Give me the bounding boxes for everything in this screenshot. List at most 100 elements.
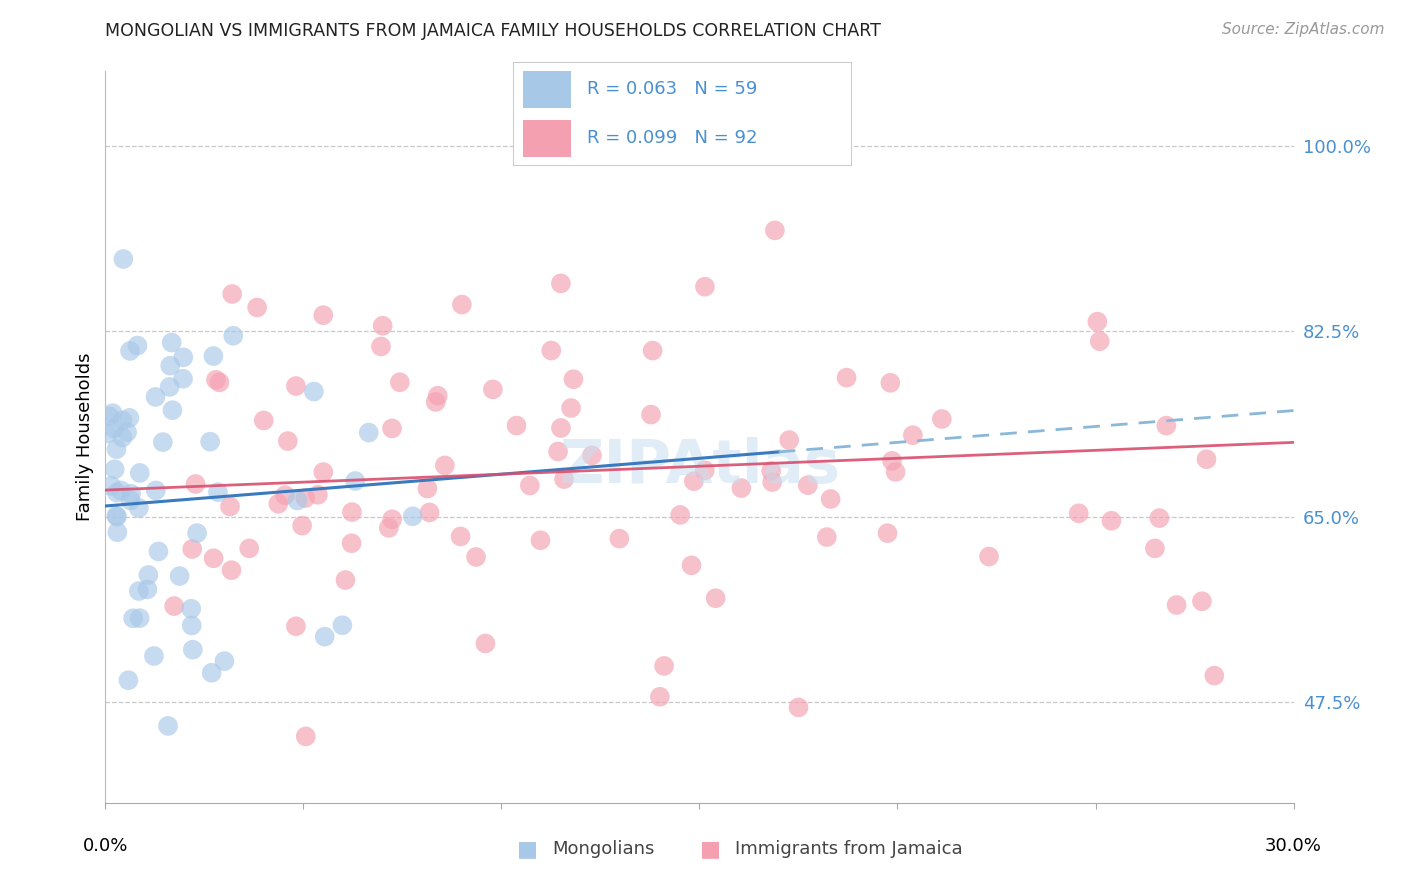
Point [138, 568, 160, 582]
Point [159, 380, 181, 394]
Point [172, 351, 194, 365]
Point [104, 462, 127, 476]
Point [1156, 418, 1178, 433]
Point [105, 525, 128, 540]
Point [105, 485, 128, 500]
Point [682, 474, 704, 488]
Point [416, 482, 439, 496]
Point [761, 475, 783, 489]
Point [1191, 594, 1213, 608]
Point [1143, 541, 1166, 556]
Point [820, 491, 842, 506]
Point [880, 454, 903, 468]
Point [180, 601, 202, 615]
Point [105, 508, 128, 523]
Point [128, 611, 150, 625]
Point [357, 425, 380, 440]
Point [778, 433, 800, 447]
Point [117, 673, 139, 688]
Point [205, 373, 228, 387]
Point [540, 343, 562, 358]
Y-axis label: Family Households: Family Households [76, 353, 94, 521]
Point [111, 413, 134, 427]
Point [163, 599, 186, 613]
Point [648, 690, 671, 704]
Point [730, 481, 752, 495]
Point [433, 458, 456, 473]
Point [157, 719, 180, 733]
Point [122, 611, 145, 625]
Point [1166, 598, 1188, 612]
Point [425, 395, 447, 409]
Point [340, 505, 363, 519]
Point [370, 339, 392, 353]
Point [105, 442, 128, 457]
Text: R = 0.063   N = 59: R = 0.063 N = 59 [588, 80, 758, 98]
Point [208, 376, 231, 390]
Point [222, 328, 245, 343]
Point [287, 493, 309, 508]
Point [120, 493, 142, 508]
Point [159, 359, 181, 373]
Point [101, 406, 124, 420]
Point [201, 665, 224, 680]
Point [285, 619, 308, 633]
Point [274, 488, 297, 502]
Point [640, 408, 662, 422]
Point [381, 421, 404, 435]
Point [335, 573, 357, 587]
Point [103, 421, 125, 435]
Point [402, 509, 425, 524]
FancyBboxPatch shape [523, 70, 571, 108]
Point [693, 279, 716, 293]
Text: ■: ■ [517, 839, 537, 859]
FancyBboxPatch shape [523, 120, 571, 157]
Point [207, 485, 229, 500]
Point [105, 509, 128, 524]
Text: ■: ■ [700, 839, 720, 859]
Point [219, 500, 242, 514]
Point [787, 700, 810, 714]
Point [202, 551, 225, 566]
Point [381, 512, 404, 526]
Point [835, 370, 858, 384]
Text: ZIPAtlas: ZIPAtlas [560, 437, 839, 496]
Point [426, 389, 449, 403]
Point [1204, 668, 1226, 682]
Point [378, 521, 401, 535]
Point [450, 529, 472, 543]
Point [314, 630, 336, 644]
Point [136, 582, 159, 597]
Point [184, 477, 207, 491]
Point [550, 421, 572, 435]
Point [547, 444, 569, 458]
Point [553, 472, 575, 486]
Point [652, 659, 675, 673]
Point [704, 591, 727, 606]
Point [180, 618, 202, 632]
Point [371, 318, 394, 333]
Point [519, 478, 541, 492]
Text: Mongolians: Mongolians [553, 840, 655, 858]
Point [879, 376, 901, 390]
Point [120, 487, 142, 501]
Point [419, 506, 441, 520]
Point [198, 434, 221, 449]
Point [202, 349, 225, 363]
Point [307, 488, 329, 502]
Point [1067, 506, 1090, 520]
Point [284, 379, 307, 393]
Point [128, 501, 150, 516]
Point [112, 252, 135, 266]
Point [562, 372, 585, 386]
Point [110, 483, 132, 498]
Point [277, 434, 299, 448]
Point [214, 654, 236, 668]
Point [160, 335, 183, 350]
Point [474, 636, 496, 650]
Point [505, 418, 527, 433]
Point [145, 483, 167, 498]
Point [1149, 511, 1171, 525]
Point [291, 518, 314, 533]
Point [759, 464, 782, 478]
